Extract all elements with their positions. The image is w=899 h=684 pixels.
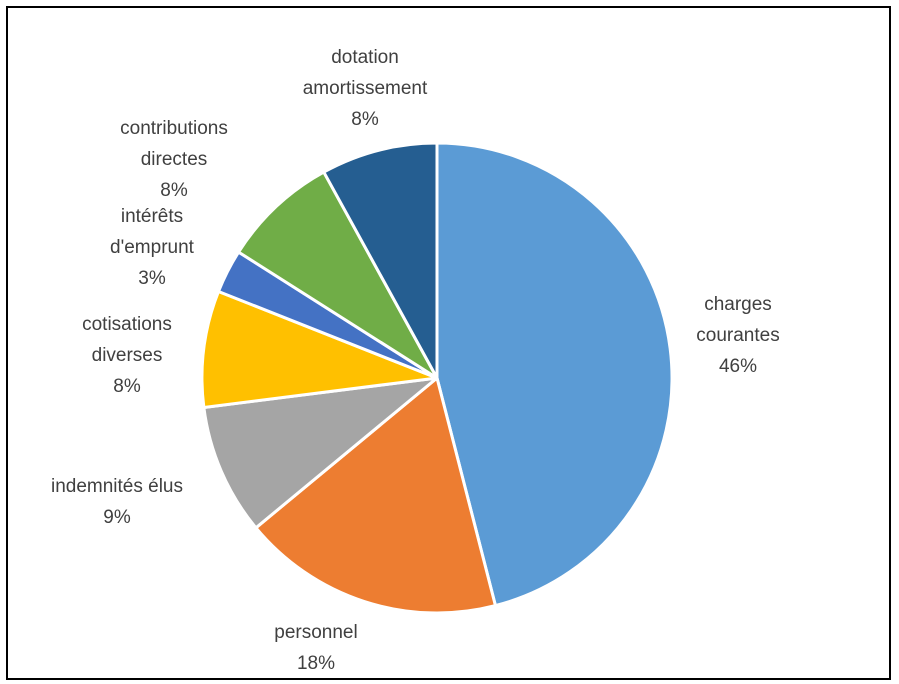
slice-label-0: charges courantes 46% bbox=[696, 294, 779, 377]
slice-label-line: cotisations bbox=[82, 314, 172, 335]
slice-label-line: intérêts bbox=[121, 206, 183, 227]
slice-label-line: indemnités élus bbox=[51, 476, 183, 497]
pie-labels: charges courantes 46% personnel 18% indemnité… bbox=[51, 47, 780, 674]
pie-slice-6 bbox=[322, 141, 439, 380]
slice-label-line: 3% bbox=[138, 268, 166, 289]
pie-slice-1 bbox=[254, 376, 497, 615]
slice-label-line: dotation bbox=[331, 47, 399, 68]
slice-label-line: diverses bbox=[92, 345, 163, 366]
pie-chart: charges courantes 46% personnel 18% indemnité… bbox=[51, 47, 780, 674]
slice-label-4: intérêts d'emprunt 3% bbox=[110, 206, 195, 289]
slice-label-3: cotisations diverses 8% bbox=[82, 314, 172, 397]
slice-label-line: courantes bbox=[696, 325, 779, 346]
slice-label-line: amortissement bbox=[303, 78, 428, 99]
slice-label-5: contributions directes 8% bbox=[120, 118, 228, 201]
pie-slice-3 bbox=[200, 289, 439, 409]
slice-label-line: contributions bbox=[120, 118, 228, 139]
pie-slice-5 bbox=[237, 170, 439, 380]
slice-label-line: 8% bbox=[113, 376, 141, 397]
slice-label-line: 9% bbox=[103, 507, 131, 528]
slice-label-line: 46% bbox=[719, 356, 757, 377]
chart-frame: charges courantes 46% personnel 18% indemnité… bbox=[6, 6, 891, 680]
slice-label-6: dotation amortissement 8% bbox=[303, 47, 428, 130]
slice-label-2: indemnités élus 9% bbox=[51, 476, 183, 528]
slice-label-line: charges bbox=[704, 294, 772, 315]
slice-label-line: directes bbox=[141, 149, 208, 170]
slice-label-1: personnel 18% bbox=[274, 622, 357, 674]
pie-slice-2 bbox=[202, 376, 439, 530]
slice-label-line: personnel bbox=[274, 622, 357, 643]
pie-slices bbox=[200, 141, 674, 615]
pie-slice-0 bbox=[435, 141, 674, 608]
slice-label-line: d'emprunt bbox=[110, 237, 195, 258]
slice-label-line: 18% bbox=[297, 653, 335, 674]
slice-label-line: 8% bbox=[160, 180, 188, 201]
slice-label-line: 8% bbox=[351, 109, 379, 130]
